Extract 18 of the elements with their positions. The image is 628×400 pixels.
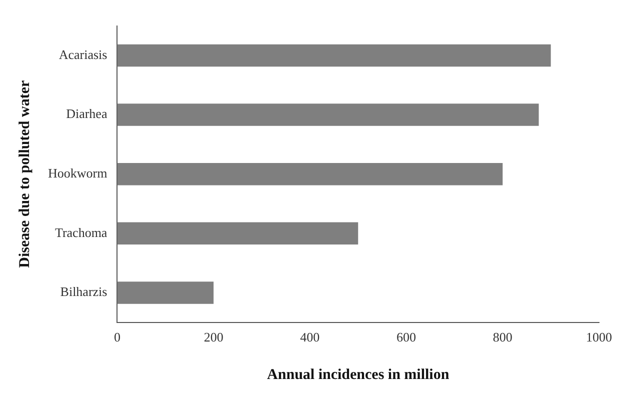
bar xyxy=(117,222,358,245)
bar xyxy=(117,282,214,304)
x-axis-title: Annual incidences in million xyxy=(267,366,450,383)
y-axis-title: Disease due to polluted water xyxy=(16,80,33,268)
x-tick-label: 600 xyxy=(396,330,416,345)
x-tick-label: 200 xyxy=(204,330,224,345)
x-tick-label: 400 xyxy=(300,330,320,345)
bar xyxy=(117,104,539,126)
x-tick-label: 800 xyxy=(492,330,512,345)
y-tick-label: Hookworm xyxy=(48,166,108,181)
y-tick-label: Acariasis xyxy=(58,46,108,62)
bar xyxy=(117,162,503,186)
y-tick-label: Bilharzis xyxy=(60,284,108,300)
y-tick-label: Trachoma xyxy=(54,224,108,240)
x-tick-label: 1000 xyxy=(586,330,612,345)
x-tick-label: 0 xyxy=(114,330,120,345)
bar xyxy=(117,44,551,67)
y-tick-label: Diarhea xyxy=(66,106,108,122)
